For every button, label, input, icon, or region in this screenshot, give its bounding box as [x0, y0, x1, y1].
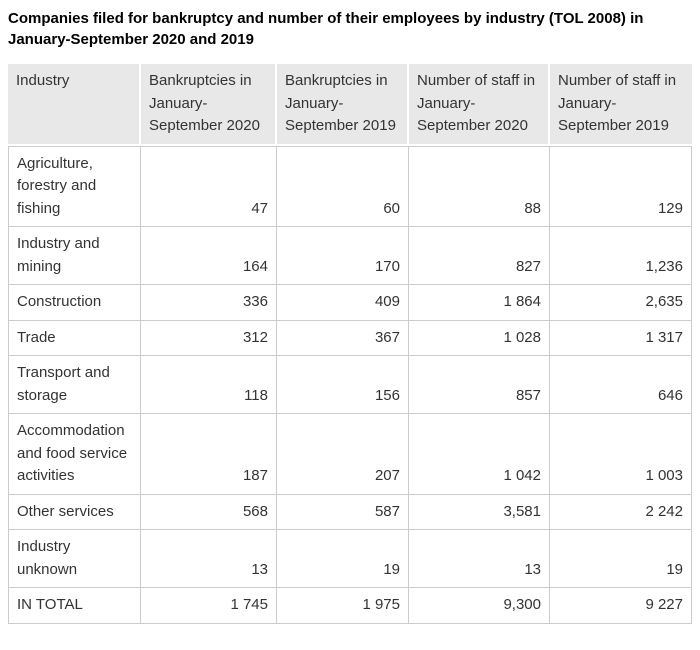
value-cell: 1 317 [550, 320, 692, 356]
bankruptcy-statistics-table: Industry Bankruptcies in January- Septemb… [8, 64, 692, 624]
value-cell: 13 [141, 530, 277, 588]
value-cell: 336 [141, 285, 277, 321]
industry-cell: Transport and storage [8, 356, 141, 414]
value-cell: 857 [409, 356, 550, 414]
value-cell: 1,236 [550, 227, 692, 285]
industry-cell: Industry and mining [8, 227, 141, 285]
column-header: Number of staff in January- September 20… [550, 64, 692, 146]
table-row: Trade 312 367 1 028 1 317 [8, 320, 692, 356]
table-row: Agriculture, forestry and fishing 47 60 88 1… [8, 145, 692, 227]
table-row: Other services 568 587 3,581 2 242 [8, 494, 692, 530]
value-cell: 1 975 [277, 588, 409, 624]
value-cell: 118 [141, 356, 277, 414]
value-cell: 1 864 [409, 285, 550, 321]
industry-cell: Accommodation and food service activitie… [8, 414, 141, 495]
value-cell: 1 028 [409, 320, 550, 356]
column-header: Industry [8, 64, 141, 146]
value-cell: 164 [141, 227, 277, 285]
statistics-page: Companies filed for bankruptcy and numbe… [8, 8, 692, 624]
value-cell: 3,581 [409, 494, 550, 530]
value-cell: 19 [277, 530, 409, 588]
value-cell: 156 [277, 356, 409, 414]
value-cell: 13 [409, 530, 550, 588]
value-cell: 207 [277, 414, 409, 495]
table-row: Construction 336 409 1 864 2,635 [8, 285, 692, 321]
industry-cell: Agriculture, forestry and fishing [8, 145, 141, 227]
value-cell: 9 227 [550, 588, 692, 624]
industry-cell: IN TOTAL [8, 588, 141, 624]
value-cell: 587 [277, 494, 409, 530]
value-cell: 2 242 [550, 494, 692, 530]
table-row: IN TOTAL 1 745 1 975 9,300 9 227 [8, 588, 692, 624]
value-cell: 1 745 [141, 588, 277, 624]
value-cell: 47 [141, 145, 277, 227]
value-cell: 1 003 [550, 414, 692, 495]
industry-cell: Trade [8, 320, 141, 356]
value-cell: 367 [277, 320, 409, 356]
industry-cell: Construction [8, 285, 141, 321]
value-cell: 88 [409, 145, 550, 227]
column-header: Number of staff in January- September 20… [409, 64, 550, 146]
value-cell: 19 [550, 530, 692, 588]
value-cell: 409 [277, 285, 409, 321]
page-title: Companies filed for bankruptcy and numbe… [8, 10, 644, 48]
table-row: Industry unknown 13 19 13 19 [8, 530, 692, 588]
value-cell: 2,635 [550, 285, 692, 321]
value-cell: 568 [141, 494, 277, 530]
column-header: Bankruptcies in January- September 2020 [141, 64, 277, 146]
value-cell: 187 [141, 414, 277, 495]
table-row: Accommodation and food service activitie… [8, 414, 692, 495]
value-cell: 170 [277, 227, 409, 285]
table-row: Industry and mining 164 170 827 1,236 [8, 227, 692, 285]
table-header-row: Industry Bankruptcies in January- Septemb… [8, 64, 692, 146]
table-row: Transport and storage 118 156 857 646 [8, 356, 692, 414]
value-cell: 129 [550, 145, 692, 227]
industry-cell: Industry unknown [8, 530, 141, 588]
value-cell: 827 [409, 227, 550, 285]
column-header: Bankruptcies in January- September 2019 [277, 64, 409, 146]
value-cell: 9,300 [409, 588, 550, 624]
value-cell: 312 [141, 320, 277, 356]
value-cell: 1 042 [409, 414, 550, 495]
value-cell: 646 [550, 356, 692, 414]
value-cell: 60 [277, 145, 409, 227]
industry-cell: Other services [8, 494, 141, 530]
